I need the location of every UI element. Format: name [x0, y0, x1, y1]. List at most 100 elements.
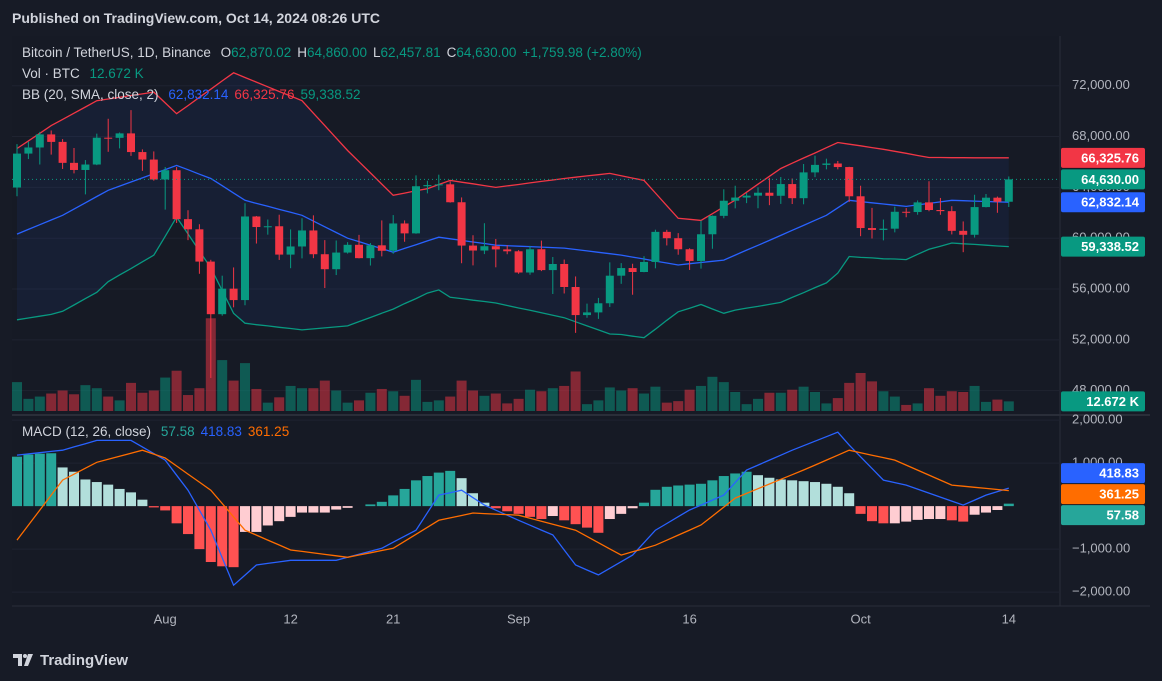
candle-body: [742, 195, 751, 198]
candle-body: [457, 202, 466, 246]
macd-histogram-bar: [604, 506, 615, 520]
candle-body: [24, 147, 33, 154]
candle-body: [332, 252, 341, 270]
macd-histogram-bar: [832, 486, 843, 507]
candle-body: [868, 228, 876, 230]
volume-bar: [787, 389, 798, 411]
price-badge: [1061, 484, 1145, 505]
volume-bar: [912, 403, 923, 411]
volume-bar: [810, 392, 820, 411]
candle-body: [731, 197, 740, 201]
volume-bar: [867, 381, 877, 411]
x-tick-label: Oct: [850, 611, 871, 626]
price-badge-label: 361.25: [1099, 487, 1139, 502]
candle-body: [674, 238, 683, 250]
candle-body: [275, 226, 284, 255]
bb-value: 66,325.76: [234, 87, 295, 102]
candle-body: [298, 230, 306, 247]
candle-body: [127, 133, 135, 153]
candle-body: [229, 288, 238, 301]
candle-body: [879, 228, 888, 230]
macd-histogram-bar: [696, 483, 706, 507]
volume-bar: [604, 387, 615, 411]
volume-bar: [80, 385, 91, 411]
candle-body: [138, 152, 147, 160]
macd-histogram-bar: [160, 506, 171, 511]
macd-histogram-bar: [981, 506, 991, 513]
candle-body: [993, 197, 1002, 202]
volume-bar: [730, 392, 741, 411]
candle-body: [252, 216, 261, 228]
volume-bar: [844, 382, 855, 411]
macd-histogram-bar: [627, 506, 638, 509]
candle-body: [970, 207, 979, 235]
y-tick-label: 68,000.00: [1072, 128, 1130, 143]
macd-histogram-bar: [992, 506, 1003, 510]
candle-body: [526, 249, 534, 273]
y-tick-label: 56,000.00: [1072, 280, 1130, 295]
volume-bar: [775, 392, 786, 411]
candle-body: [206, 261, 215, 315]
candle-body: [845, 167, 854, 197]
volume-bar: [285, 385, 296, 411]
candle-body: [115, 133, 124, 138]
volume-bar: [946, 391, 957, 411]
candle-body: [149, 159, 158, 180]
bb-name: BB (20, SMA, close, 2): [22, 87, 159, 102]
price-badge: [1061, 169, 1145, 190]
candle-body: [947, 211, 956, 231]
macd-histogram-bar: [798, 481, 809, 507]
volume-bar: [661, 402, 672, 411]
macd-histogram-bar: [536, 506, 547, 520]
candle-body: [571, 286, 580, 316]
volume-bar: [274, 397, 285, 411]
macd-histogram-bar: [855, 506, 866, 514]
legend-volume: Vol · BTC 12.672 K: [22, 66, 150, 81]
volume-bar: [878, 391, 889, 411]
candle-body: [286, 246, 295, 255]
legend-main: Bitcoin / TetherUS, 1D, Binance O62,870.…: [22, 45, 648, 60]
macd-histogram-bar: [411, 480, 421, 507]
ohlc-key: H: [297, 45, 307, 60]
macd-histogram-bar: [741, 471, 752, 507]
macd-histogram-bar: [650, 489, 661, 507]
macd-histogram-bar: [559, 506, 570, 521]
price-badge-label: 12.672 K: [1086, 394, 1139, 409]
volume-bar: [171, 370, 182, 411]
macd-histogram-bar: [810, 482, 820, 507]
candle-body: [469, 245, 477, 251]
brand: TradingView: [40, 652, 128, 669]
candle-body: [446, 184, 455, 203]
volume-bar: [582, 404, 592, 411]
x-tick-label: 16: [682, 611, 696, 626]
volume-bar: [160, 377, 171, 411]
candle-body: [902, 211, 911, 213]
volume-bar: [103, 396, 114, 411]
x-tick-label: 21: [386, 611, 400, 626]
volume-bar: [798, 386, 809, 411]
macd-histogram-bar: [468, 493, 478, 507]
ohlc-key: L: [373, 45, 381, 60]
macd-histogram-bar: [251, 506, 262, 532]
macd-histogram-bar: [34, 453, 45, 507]
volume-bar: [627, 388, 638, 411]
macd-histogram-bar: [889, 506, 900, 524]
volume-bar: [194, 388, 205, 411]
candle-body: [719, 200, 728, 216]
y-tick-label: 52,000.00: [1072, 331, 1130, 346]
macd-histogram-bar: [365, 504, 376, 507]
macd-histogram-bar: [183, 506, 193, 535]
macd-histogram-bar: [171, 506, 182, 524]
macd-histogram-bar: [901, 506, 912, 522]
bb-value: 62,832.14: [168, 87, 229, 102]
candle-body: [708, 215, 717, 235]
volume-bar: [969, 385, 980, 411]
candle-body: [92, 137, 101, 165]
volume-bar: [479, 395, 490, 411]
candle-body: [811, 164, 819, 173]
macd-histogram-bar: [331, 506, 342, 510]
macd-histogram-bar: [673, 485, 684, 507]
candle-body: [925, 202, 933, 210]
volume-bar: [741, 404, 752, 411]
macd-histogram-bar: [958, 506, 969, 522]
